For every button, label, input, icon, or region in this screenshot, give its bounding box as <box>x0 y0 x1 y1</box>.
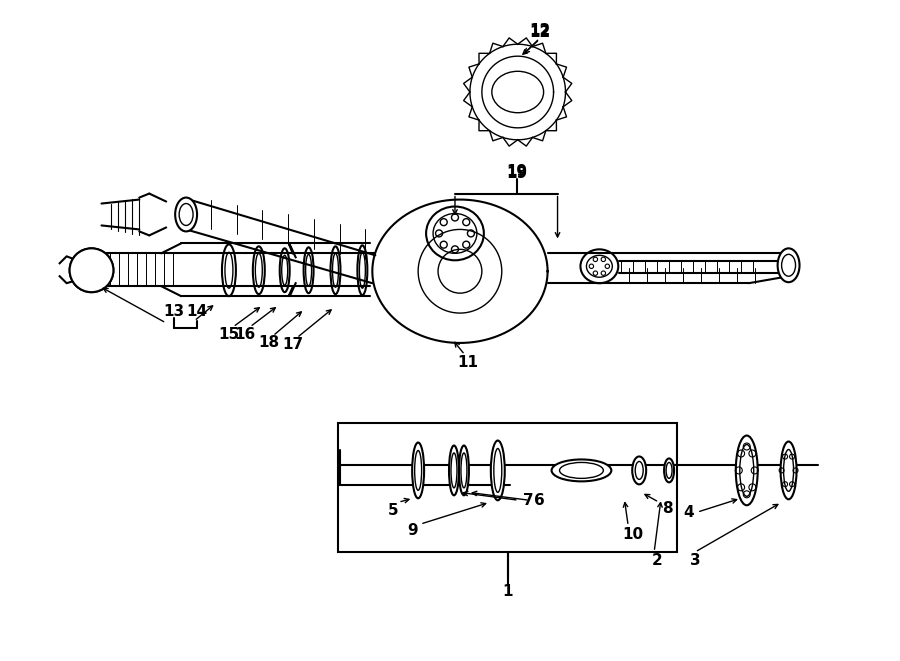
Text: 16: 16 <box>234 327 256 342</box>
Ellipse shape <box>552 459 611 481</box>
Text: 17: 17 <box>282 337 303 352</box>
Text: 15: 15 <box>219 327 239 342</box>
Ellipse shape <box>780 442 796 499</box>
Text: 12: 12 <box>529 24 550 40</box>
Text: 19: 19 <box>506 164 527 179</box>
Ellipse shape <box>736 436 758 505</box>
Bar <box>338 422 677 552</box>
Text: 9: 9 <box>407 523 418 537</box>
Ellipse shape <box>176 198 197 231</box>
Text: 14: 14 <box>186 303 208 319</box>
Text: 7: 7 <box>524 493 534 508</box>
Ellipse shape <box>632 457 646 485</box>
Ellipse shape <box>449 446 459 495</box>
Ellipse shape <box>412 442 424 498</box>
Text: 12: 12 <box>529 22 550 38</box>
Text: 19: 19 <box>506 166 527 181</box>
Ellipse shape <box>459 446 469 495</box>
Text: 3: 3 <box>689 553 700 568</box>
Ellipse shape <box>778 249 799 282</box>
Text: 13: 13 <box>164 303 184 319</box>
Text: 8: 8 <box>662 501 672 516</box>
Ellipse shape <box>664 459 674 483</box>
Text: 1: 1 <box>502 584 513 600</box>
Text: 18: 18 <box>258 335 279 350</box>
Ellipse shape <box>491 440 505 500</box>
Text: 10: 10 <box>623 527 644 541</box>
Text: 5: 5 <box>388 503 399 518</box>
Text: 11: 11 <box>457 356 479 370</box>
Text: 4: 4 <box>684 505 694 520</box>
Text: 6: 6 <box>535 493 545 508</box>
Circle shape <box>69 249 113 292</box>
Text: 2: 2 <box>652 553 662 568</box>
